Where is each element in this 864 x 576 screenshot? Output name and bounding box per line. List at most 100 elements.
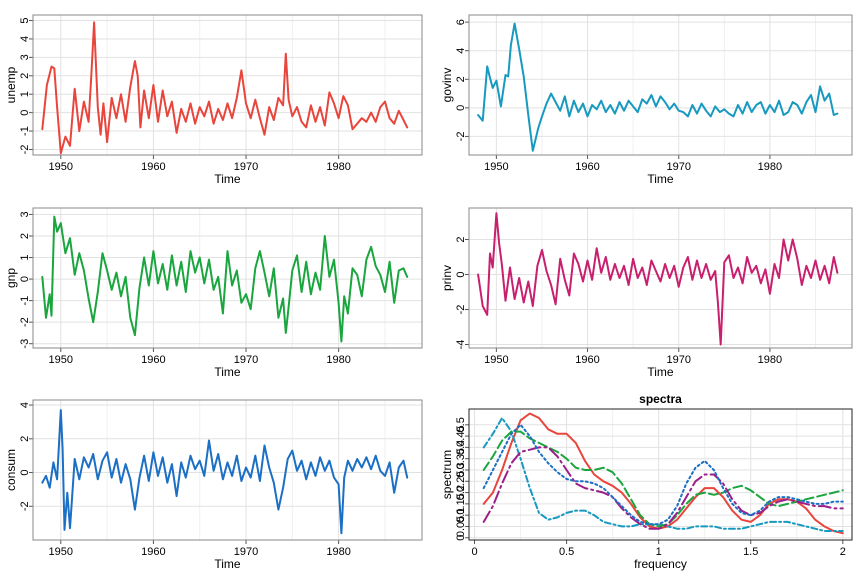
x-tick-label: 1980	[326, 161, 350, 173]
y-tick-label: 0.4	[455, 440, 467, 455]
series-line-consum	[41, 409, 409, 535]
y-tick-label: 1	[19, 91, 31, 97]
series-line-consum	[482, 423, 844, 526]
y-tick-label: 0.25	[455, 471, 467, 492]
x-tick-label: 1950	[49, 161, 73, 173]
y-tick-label: 6	[455, 19, 467, 25]
x-tick-label: 1960	[141, 161, 165, 173]
x-axis-label: Time	[214, 557, 241, 571]
series-line-gnp	[482, 430, 844, 528]
plot-frame	[468, 14, 853, 156]
x-tick-label: 1980	[758, 354, 782, 366]
y-tick-label: 0.15	[455, 493, 467, 514]
y-tick-label: -2	[19, 145, 31, 155]
y-axis-label: govinv	[440, 68, 454, 103]
x-tick-label: 1980	[326, 354, 350, 366]
x-tick-label: 1960	[575, 161, 599, 173]
y-tick-label: 2	[455, 76, 467, 82]
y-tick-label: 0	[19, 110, 31, 116]
y-tick-label: -1	[19, 296, 31, 306]
x-tick-label: 1960	[141, 546, 165, 558]
y-tick-label: 2	[19, 233, 31, 239]
y-tick-label: 3	[19, 54, 31, 60]
y-tick-label: -2	[19, 317, 31, 327]
x-axis-label: Time	[647, 172, 674, 186]
y-tick-label: 0.1	[455, 508, 467, 523]
y-tick-label: 2	[19, 436, 31, 442]
x-tick-label: 1950	[49, 354, 73, 366]
y-axis-label: gnp	[4, 268, 18, 288]
y-tick-label: -3	[19, 339, 31, 349]
plot-frame	[32, 14, 423, 156]
panel-unemp: 1950 1960 1970 1980 -2 -1 0 1 2 3 4 5 Time unemp	[4, 14, 423, 186]
y-tick-label: 1	[19, 254, 31, 260]
y-tick-label: 0	[19, 276, 31, 282]
plot-frame	[468, 408, 853, 541]
y-tick-label: 0.3	[455, 462, 467, 477]
x-tick-label: 1960	[575, 354, 599, 366]
y-tick-label: 0.05	[455, 516, 467, 537]
y-axis-label: consum	[4, 449, 18, 491]
x-axis-label: Time	[214, 172, 241, 186]
x-tick-label: 1970	[234, 354, 258, 366]
x-tick-label: 1	[656, 546, 662, 558]
panel-gnp: 1950 1960 1970 1980 -3 -2 -1 0 1 2 3 Time gnp	[4, 207, 423, 379]
y-tick-label: -2	[455, 132, 467, 142]
y-tick-label: 0	[19, 469, 31, 475]
panel-consum: 1950 1960 1970 1980 -2 0 2 4 Time consum	[4, 399, 423, 571]
y-tick-label: 2	[455, 236, 467, 242]
y-tick-label: -1	[19, 126, 31, 136]
y-tick-label: 0	[455, 535, 467, 541]
series-line-unemp	[482, 412, 844, 535]
panel-prinv: 1950 1960 1970 1980 -4 -2 0 2 Time prinv	[440, 207, 853, 379]
y-tick-label: 0.5	[455, 417, 467, 432]
series-line-govinv	[477, 22, 839, 152]
x-tick-label: 1970	[666, 354, 690, 366]
y-tick-label: 0	[455, 105, 467, 111]
y-tick-label: 5	[19, 17, 31, 23]
y-tick-label: -2	[455, 305, 467, 315]
x-axis-label: Time	[214, 365, 241, 379]
x-tick-label: 1980	[326, 546, 350, 558]
panel-spectrum: 0 0.5 1 1.5 200.050.10.150.20.250.30.350.40.…	[440, 392, 853, 571]
series-line-prinv	[482, 446, 844, 530]
x-tick-label: 1970	[666, 161, 690, 173]
plot-frame	[32, 399, 423, 541]
x-tick-label: 1960	[141, 354, 165, 366]
chart-title: spectra	[639, 392, 682, 406]
y-tick-label: 4	[19, 36, 31, 42]
y-tick-label: 0.45	[455, 425, 467, 446]
y-axis-label: unemp	[4, 66, 18, 103]
series-line-unemp	[41, 21, 409, 155]
y-tick-label: 0	[455, 271, 467, 277]
x-tick-label: 1970	[234, 161, 258, 173]
x-axis-label: frequency	[634, 557, 687, 571]
y-tick-label: 0.2	[455, 485, 467, 500]
y-tick-label: 0.35	[455, 448, 467, 469]
y-tick-label: 4	[19, 402, 31, 408]
y-tick-label: 2	[19, 73, 31, 79]
series-line-prinv	[477, 212, 839, 346]
x-tick-label: 1950	[484, 354, 508, 366]
plot-area	[469, 409, 852, 540]
panel-govinv: 1950 1960 1970 1980 -2 0 2 4 6 Time govinv	[440, 14, 853, 186]
plot-area	[469, 15, 852, 155]
x-tick-label: 1.5	[743, 546, 758, 558]
x-tick-label: 1950	[49, 546, 73, 558]
y-tick-label: 3	[19, 211, 31, 217]
y-axis-label: spectrum	[440, 450, 454, 499]
plot-frame	[468, 207, 853, 349]
y-axis-label: prinv	[440, 265, 454, 291]
x-tick-label: 1980	[758, 161, 782, 173]
x-tick-label: 0.5	[559, 546, 574, 558]
plot-frame	[32, 207, 423, 349]
x-tick-label: 0	[471, 546, 477, 558]
x-tick-label: 1950	[484, 161, 508, 173]
y-tick-label: 4	[455, 48, 467, 54]
x-tick-label: 2	[840, 546, 846, 558]
y-tick-label: -2	[19, 501, 31, 511]
x-axis-label: Time	[647, 365, 674, 379]
plot-area	[33, 400, 422, 540]
y-tick-label: -4	[455, 340, 467, 350]
